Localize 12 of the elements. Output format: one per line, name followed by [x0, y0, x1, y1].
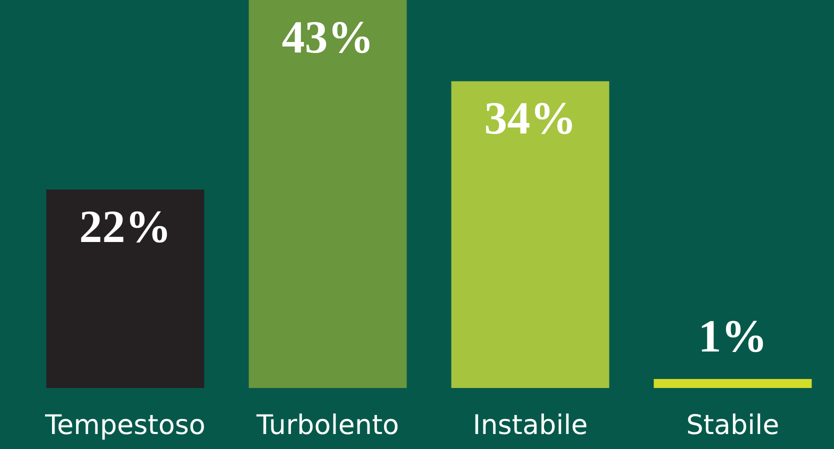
x-tick-label: Turbolento [255, 410, 400, 441]
x-tick-label: Stabile [686, 410, 780, 441]
bar [451, 81, 610, 388]
data-label: 1% [698, 310, 768, 362]
data-label: 34% [484, 92, 576, 144]
x-tick-label: Tempestoso [44, 410, 206, 441]
bar [248, 0, 407, 388]
x-tick-label: Instabile [472, 410, 588, 441]
bar [46, 189, 204, 388]
bar [654, 378, 812, 388]
data-label: 22% [79, 200, 172, 252]
data-label: 43% [282, 12, 374, 62]
